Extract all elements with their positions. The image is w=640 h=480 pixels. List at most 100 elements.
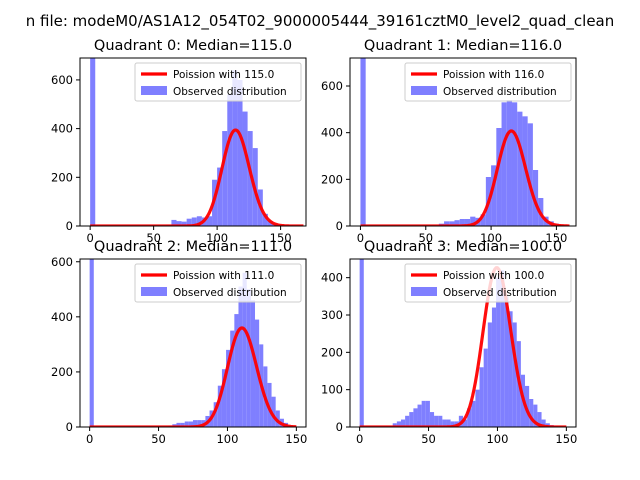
axes-frame — [349, 57, 577, 227]
legend-label-poisson: Poission with 116.0 — [443, 69, 544, 81]
histogram-bar — [517, 111, 523, 226]
histogram-bar — [89, 259, 94, 427]
histogram-bar — [483, 348, 488, 427]
x-tick-label: 150 — [545, 231, 567, 245]
legend-label-poisson: Poission with 115.0 — [173, 69, 274, 81]
histogram-bar — [409, 412, 414, 427]
quadrant-panel-2: 0 50 100 150 0 200 400 600 Quadrant 2: Median=11… — [51, 239, 307, 446]
histogram-bar — [188, 421, 193, 427]
histogram-bar — [413, 408, 418, 427]
histogram-bar — [442, 419, 447, 427]
legend-label-observed: Observed distribution — [443, 287, 557, 299]
quadrant-panel-3: 0 50 100 150 0 100 200 300 400 Quadrant 3: Median… — [321, 239, 577, 446]
histogram-bar — [247, 131, 253, 226]
histogram-bar — [222, 131, 228, 226]
histogram-bar — [392, 423, 397, 427]
legend: Poission with 100.0 Observed distribution — [404, 263, 572, 303]
histogram-bar — [227, 94, 233, 226]
y-tick-label: 600 — [321, 79, 343, 93]
histogram-bar — [444, 221, 450, 226]
histogram-bar — [491, 165, 497, 226]
histogram-bar — [171, 219, 177, 226]
histogram-bar — [429, 412, 435, 427]
x-tick-label: 150 — [285, 432, 307, 446]
legend-box — [404, 62, 572, 102]
histogram-bar — [463, 419, 468, 427]
histogram-bar — [459, 219, 465, 226]
histogram-bar — [508, 311, 513, 427]
y-tick-label: 100 — [321, 383, 343, 397]
x-tick-label: 150 — [270, 231, 292, 245]
legend: Poission with 115.0 Observed distribution — [134, 62, 302, 102]
histogram-bar — [186, 218, 192, 226]
histogram-bar — [470, 216, 476, 226]
legend-bar-swatch — [141, 287, 167, 296]
x-tick-label: 0 — [86, 231, 93, 245]
panel-title: Quadrant 0: Median=115.0 — [94, 38, 292, 54]
suptitle: n file: modeM0/AS1A12_054T02_9000005444_… — [26, 12, 615, 31]
histogram-bar — [500, 270, 505, 427]
legend-label-observed: Observed distribution — [173, 287, 287, 299]
histogram-bar — [238, 286, 243, 427]
histogram-bar — [237, 79, 243, 226]
histogram-bar — [396, 421, 401, 427]
y-tick-label: 0 — [66, 219, 73, 233]
histogram-bar — [90, 58, 96, 226]
histogram-bar — [496, 277, 501, 427]
histogram-bar — [196, 216, 202, 226]
quadrant-panel-0: 0 50 100 150 0 200 400 600 Quadrant 0: Median=11… — [51, 38, 307, 245]
histogram-bar — [479, 367, 484, 427]
histogram-bar — [250, 300, 256, 427]
histogram-bar — [242, 272, 247, 427]
axes-frame — [79, 57, 307, 227]
x-tick-label: 100 — [216, 432, 238, 446]
histogram-bar — [541, 419, 546, 427]
histogram-bar — [504, 296, 509, 427]
panel-title: Quadrant 3: Median=100.0 — [364, 239, 562, 255]
legend: Poission with 116.0 Observed distribution — [404, 62, 572, 102]
histogram-bar — [506, 100, 512, 226]
histogram-bar — [275, 410, 280, 427]
plot-area — [359, 259, 567, 427]
histogram-bar — [206, 216, 213, 226]
y-tick-label: 300 — [321, 308, 343, 322]
x-tick-label: 0 — [357, 231, 364, 245]
legend-box — [134, 263, 302, 303]
histogram-bar — [511, 102, 518, 226]
x-tick-label: 0 — [86, 432, 93, 446]
poisson-curve — [89, 128, 304, 226]
quadrant-panel-1: 0 50 100 150 0 200 400 600 Quadrant 1: Median=11… — [321, 38, 577, 245]
y-tick-label: 200 — [321, 172, 343, 186]
legend-bar-swatch — [411, 86, 437, 95]
plot-area — [89, 259, 297, 427]
histogram-bar — [217, 167, 223, 226]
x-tick-label: 0 — [356, 432, 363, 446]
plot-area — [89, 58, 304, 226]
histogram-bar — [501, 102, 507, 226]
histogram-bar — [400, 419, 406, 427]
histogram-bar — [533, 404, 538, 427]
histogram-bar — [360, 58, 366, 226]
histogram-bar — [464, 219, 471, 226]
poisson-curve — [359, 266, 567, 427]
x-tick-label: 50 — [151, 432, 166, 446]
histogram-bar — [421, 400, 426, 427]
histogram-bar — [359, 259, 364, 427]
y-tick-label: 0 — [336, 420, 343, 434]
x-tick-label: 150 — [555, 432, 577, 446]
histogram-bar — [267, 221, 273, 226]
histogram-bar — [271, 396, 276, 427]
y-tick-label: 600 — [51, 255, 73, 269]
histogram-bar — [176, 422, 181, 427]
histogram-bar — [242, 111, 248, 226]
legend-label-poisson: Poission with 100.0 — [443, 270, 544, 282]
histogram-bar — [232, 70, 238, 226]
histogram-bar — [471, 400, 476, 427]
histogram-bar — [191, 217, 197, 226]
legend-label-observed: Observed distribution — [443, 86, 557, 98]
histogram-bar — [184, 421, 189, 427]
x-tick-label: 100 — [206, 231, 228, 245]
y-tick-label: 600 — [51, 73, 73, 87]
histogram-bar — [446, 419, 451, 427]
